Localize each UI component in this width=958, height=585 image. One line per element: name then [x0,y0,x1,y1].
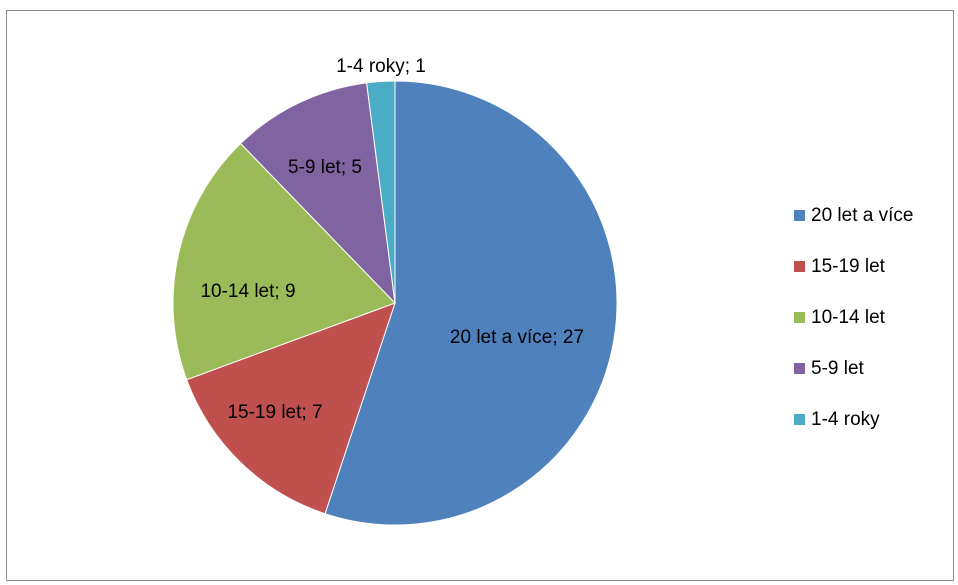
chart-area: 20 let a více; 27 15-19 let; 7 10-14 let; … [6,10,954,581]
legend-label: 20 let a více [811,204,914,226]
legend-swatch [794,210,805,221]
legend-swatch [794,414,805,425]
pie-slices [172,80,618,526]
pie-slice-3 [172,142,396,381]
legend-swatch [794,363,805,374]
data-label-5: 1-4 roky; 1 [336,56,426,77]
data-label-1: 20 let a více; 27 [450,327,584,348]
data-label-3: 10-14 let; 9 [200,281,295,302]
pie-slice-1 [324,80,618,526]
legend-item-4: 5-9 let [794,356,913,381]
pie-chart: 20 let a více; 27 15-19 let; 7 10-14 let; … [172,56,618,526]
legend-item-1: 20 let a více [794,203,913,228]
pie-slice-4 [239,82,396,305]
legend-label: 10-14 let [811,306,885,328]
legend-item-2: 15-19 let [794,254,913,279]
legend-item-3: 10-14 let [794,305,913,330]
legend-label: 1-4 roky [811,408,880,430]
legend-swatch [794,312,805,323]
pie-data-labels: 20 let a více; 27 15-19 let; 7 10-14 let; … [200,56,584,423]
legend: 20 let a více 15-19 let 10-14 let 5-9 let 1-… [794,203,913,458]
data-label-4: 5-9 let; 5 [288,157,362,178]
legend-label: 5-9 let [811,357,864,379]
legend-label: 15-19 let [811,255,885,277]
pie-slice-2 [186,302,396,515]
data-label-2: 15-19 let; 7 [227,402,322,423]
legend-swatch [794,261,805,272]
pie-slice-5 [366,80,396,304]
legend-item-5: 1-4 roky [794,407,913,432]
